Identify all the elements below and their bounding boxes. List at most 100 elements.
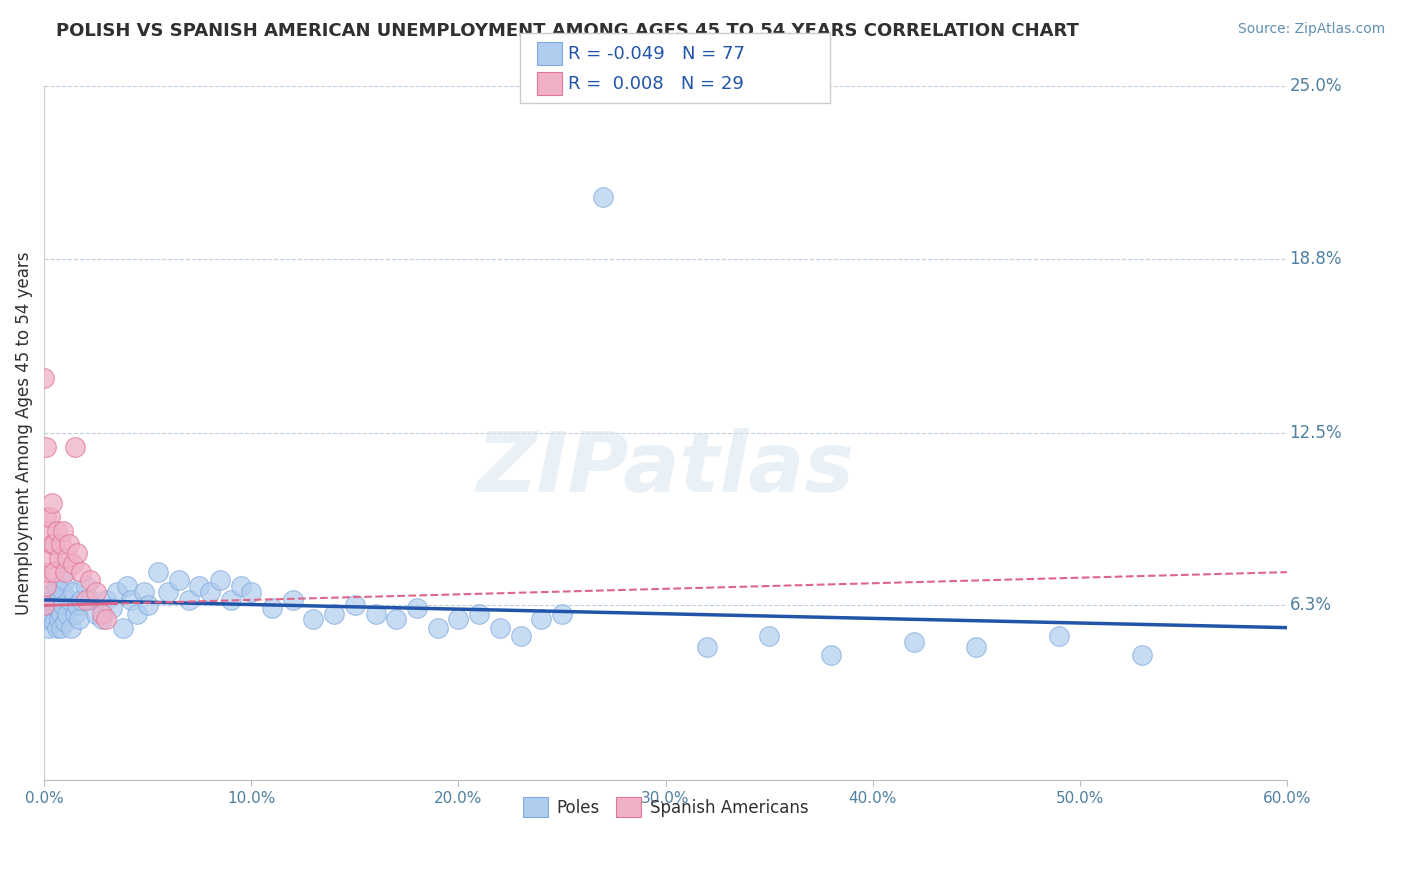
Point bbox=[70, 565, 93, 579]
Point bbox=[468, 607, 491, 621]
Point bbox=[66, 546, 89, 560]
Point bbox=[62, 557, 84, 571]
Point bbox=[62, 584, 84, 599]
Point bbox=[39, 601, 62, 615]
Point bbox=[758, 629, 780, 643]
Point bbox=[67, 612, 90, 626]
Point bbox=[53, 615, 76, 629]
Point bbox=[91, 607, 114, 621]
Point bbox=[37, 593, 59, 607]
Point bbox=[1130, 648, 1153, 663]
Point bbox=[209, 574, 232, 588]
Text: 18.8%: 18.8% bbox=[1289, 250, 1341, 268]
Point bbox=[167, 574, 190, 588]
Point bbox=[406, 601, 429, 615]
Point bbox=[84, 607, 107, 621]
Point bbox=[146, 565, 169, 579]
Point bbox=[37, 565, 59, 579]
Point bbox=[45, 524, 67, 538]
Point bbox=[35, 440, 58, 454]
Point bbox=[37, 524, 59, 538]
Point bbox=[44, 599, 66, 613]
Point bbox=[63, 607, 86, 621]
Point bbox=[260, 601, 283, 615]
Point bbox=[44, 615, 66, 629]
Point bbox=[41, 593, 63, 607]
Text: 6.3%: 6.3% bbox=[1289, 597, 1331, 615]
Point bbox=[45, 579, 67, 593]
Text: ZIPatlas: ZIPatlas bbox=[477, 427, 855, 508]
Point bbox=[132, 584, 155, 599]
Point bbox=[35, 509, 58, 524]
Legend: Poles, Spanish Americans: Poles, Spanish Americans bbox=[516, 790, 815, 824]
Text: Source: ZipAtlas.com: Source: ZipAtlas.com bbox=[1237, 22, 1385, 37]
Point bbox=[58, 593, 80, 607]
Point bbox=[39, 612, 62, 626]
Point bbox=[965, 640, 987, 654]
Point bbox=[509, 629, 531, 643]
Point bbox=[48, 551, 70, 566]
Point bbox=[240, 584, 263, 599]
Point bbox=[39, 587, 62, 601]
Point bbox=[32, 599, 55, 613]
Point bbox=[447, 612, 470, 626]
Point bbox=[219, 593, 242, 607]
Point bbox=[136, 599, 159, 613]
Point bbox=[52, 599, 75, 613]
Point bbox=[343, 599, 366, 613]
Point bbox=[120, 593, 142, 607]
Point bbox=[530, 612, 553, 626]
Point bbox=[385, 612, 408, 626]
Point bbox=[1047, 629, 1070, 643]
Point bbox=[488, 621, 510, 635]
Point bbox=[70, 593, 93, 607]
Point bbox=[179, 593, 201, 607]
Point bbox=[52, 524, 75, 538]
Point bbox=[903, 634, 925, 648]
Point bbox=[44, 584, 66, 599]
Point bbox=[101, 601, 124, 615]
Point bbox=[48, 593, 70, 607]
Point bbox=[426, 621, 449, 635]
Point bbox=[32, 371, 55, 385]
Point bbox=[39, 509, 62, 524]
Point bbox=[96, 593, 118, 607]
Point bbox=[105, 584, 128, 599]
Point bbox=[75, 593, 97, 607]
Point bbox=[35, 579, 58, 593]
Point bbox=[281, 593, 304, 607]
Text: 12.5%: 12.5% bbox=[1289, 425, 1343, 442]
Text: 25.0%: 25.0% bbox=[1289, 78, 1341, 95]
Point bbox=[52, 584, 75, 599]
Point bbox=[49, 621, 72, 635]
Point bbox=[41, 496, 63, 510]
Point bbox=[41, 537, 63, 551]
Point bbox=[58, 537, 80, 551]
Point bbox=[96, 612, 118, 626]
Y-axis label: Unemployment Among Ages 45 to 54 years: Unemployment Among Ages 45 to 54 years bbox=[15, 252, 32, 615]
Point bbox=[49, 537, 72, 551]
Point bbox=[35, 607, 58, 621]
Point bbox=[53, 574, 76, 588]
Point bbox=[44, 537, 66, 551]
Point bbox=[37, 621, 59, 635]
Point bbox=[198, 584, 221, 599]
Text: R = -0.049   N = 77: R = -0.049 N = 77 bbox=[568, 45, 745, 62]
Point bbox=[35, 612, 58, 626]
Text: R =  0.008   N = 29: R = 0.008 N = 29 bbox=[568, 75, 744, 93]
Point bbox=[79, 574, 101, 588]
Point bbox=[49, 607, 72, 621]
Point bbox=[75, 579, 97, 593]
Point bbox=[41, 607, 63, 621]
Point bbox=[229, 579, 252, 593]
Point bbox=[45, 621, 67, 635]
Text: POLISH VS SPANISH AMERICAN UNEMPLOYMENT AMONG AGES 45 TO 54 YEARS CORRELATION CH: POLISH VS SPANISH AMERICAN UNEMPLOYMENT … bbox=[56, 22, 1080, 40]
Point bbox=[39, 551, 62, 566]
Point bbox=[323, 607, 346, 621]
Point bbox=[127, 607, 149, 621]
Point bbox=[551, 607, 574, 621]
Point bbox=[115, 579, 138, 593]
Point bbox=[820, 648, 842, 663]
Point bbox=[53, 565, 76, 579]
Point bbox=[111, 621, 134, 635]
